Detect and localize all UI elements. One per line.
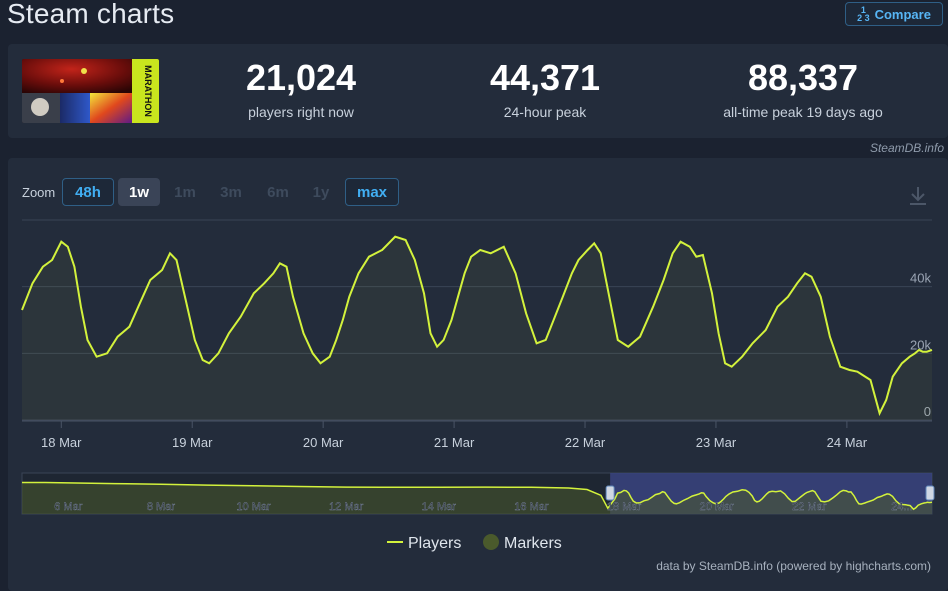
- legend-players-label: Players: [408, 535, 461, 552]
- game-logo-art: MARATHON: [22, 59, 159, 123]
- x-tick-label: 18 Mar: [41, 435, 82, 450]
- game-logo-text: MARATHON: [143, 65, 153, 117]
- chart-credits[interactable]: data by SteamDB.info (powered by highcha…: [656, 559, 931, 573]
- legend-item-markers[interactable]: Markers: [483, 534, 562, 552]
- navigator-tick-label: 24...: [891, 501, 912, 513]
- navigator-handle-right[interactable]: [925, 485, 935, 501]
- steamdb-attribution[interactable]: SteamDB.info: [869, 141, 944, 155]
- peak-24h-label: 24-hour peak: [503, 104, 587, 120]
- navigator-tick-label: 8 Mar: [147, 501, 175, 513]
- navigator-tick-label: 22 Mar: [792, 501, 827, 513]
- all-time-peak-label: all-time peak 19 days ago: [723, 104, 883, 120]
- current-players-label: players right now: [248, 104, 354, 120]
- navigator-handle[interactable]: [925, 485, 935, 501]
- zoom-1w-button[interactable]: 1w: [118, 178, 160, 206]
- x-tick-label: 19 Mar: [172, 435, 213, 450]
- legend-item-players[interactable]: Players: [387, 535, 461, 552]
- navigator-tick-label: 10 Mar: [236, 501, 271, 513]
- zoom-1m-button[interactable]: 1m: [174, 183, 196, 201]
- y-tick-label: 0: [924, 404, 931, 419]
- page-title: Steam charts: [7, 0, 175, 29]
- navigator-handle[interactable]: [605, 485, 615, 501]
- zoom-6m-button[interactable]: 6m: [267, 183, 289, 201]
- current-players-value: 21,024: [245, 57, 357, 98]
- x-tick-label: 22 Mar: [565, 435, 606, 450]
- navigator-tick-label: 16 Mar: [514, 501, 549, 513]
- download-icon[interactable]: [906, 184, 930, 208]
- x-tick-label: 21 Mar: [434, 435, 475, 450]
- navigator-tick-label: 18 Mar: [607, 501, 642, 513]
- compare-icon-top: 1: [860, 5, 866, 15]
- compare-icon: 1 2 3: [857, 5, 870, 23]
- zoom-3m-button[interactable]: 3m: [220, 183, 242, 201]
- navigator-line: [22, 481, 933, 511]
- all-time-peak-value: 88,337: [747, 57, 859, 98]
- x-tick-label: 20 Mar: [303, 435, 344, 450]
- stat-current: 21,024 players right now: [196, 57, 406, 121]
- peak-24h-value: 44,371: [489, 57, 601, 98]
- navigator-tick-label: 20 Mar: [700, 501, 735, 513]
- navigator-tick-label: 6 Mar: [54, 501, 82, 513]
- compare-icon-bottom: 2 3: [857, 13, 870, 23]
- players-area: [22, 236, 932, 420]
- players-line[interactable]: [21, 235, 933, 417]
- navigator-tick-label: 14 Mar: [422, 501, 457, 513]
- zoom-max-button[interactable]: max: [345, 178, 399, 206]
- navigator-tick-label: 12 Mar: [329, 501, 364, 513]
- navigator-handle-left[interactable]: [605, 485, 615, 501]
- y-tick-label: 40k: [910, 271, 931, 286]
- legend-markers-label: Markers: [504, 535, 562, 552]
- x-tick-label: 23 Mar: [696, 435, 737, 450]
- stat-24h-peak: 44,371 24-hour peak: [440, 57, 650, 121]
- zoom-label: Zoom: [22, 185, 56, 200]
- zoom-1y-button[interactable]: 1y: [312, 183, 330, 201]
- stat-all-time-peak: 88,337 all-time peak 19 days ago: [692, 57, 914, 121]
- zoom-48h-button[interactable]: 48h: [62, 178, 114, 206]
- chart-panel: [8, 158, 948, 591]
- y-tick-label: 20k: [910, 337, 931, 352]
- stats-panel: MARATHON 21,024 players right now 44,371…: [8, 44, 948, 138]
- navigator-area: [22, 482, 932, 514]
- x-tick-label: 24 Mar: [827, 435, 868, 450]
- legend-markers-swatch: [483, 534, 499, 550]
- compare-button[interactable]: 1 2 3 Compare: [845, 2, 943, 26]
- game-logo[interactable]: MARATHON: [22, 59, 159, 123]
- compare-label: Compare: [874, 6, 931, 22]
